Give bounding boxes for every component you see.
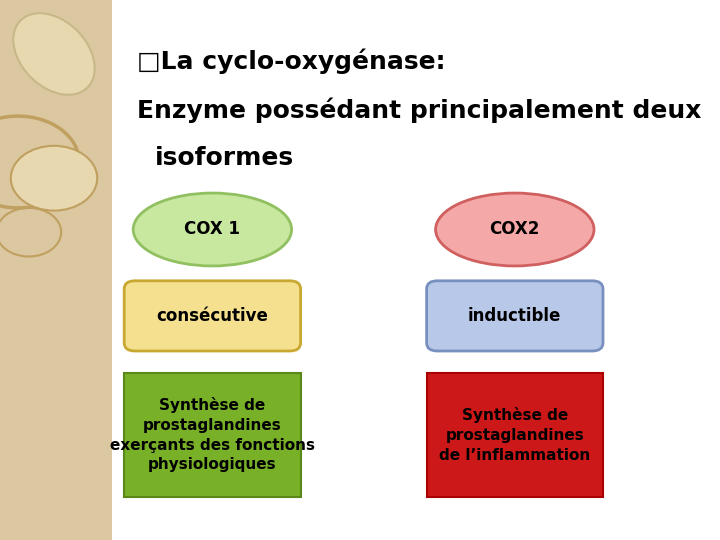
Ellipse shape — [13, 13, 95, 95]
Text: Synthèse de
prostaglandines
exerçants des fonctions
physiologiques: Synthèse de prostaglandines exerçants de… — [110, 397, 315, 472]
FancyBboxPatch shape — [426, 281, 603, 351]
FancyBboxPatch shape — [124, 281, 301, 351]
Text: Enzyme possédant principalement deux: Enzyme possédant principalement deux — [137, 97, 701, 123]
FancyBboxPatch shape — [124, 373, 301, 497]
Text: Synthèse de
prostaglandines
de l’inflammation: Synthèse de prostaglandines de l’inflamm… — [439, 407, 590, 462]
Text: □La cyclo-oxygénase:: □La cyclo-oxygénase: — [137, 49, 445, 74]
FancyBboxPatch shape — [426, 373, 603, 497]
FancyBboxPatch shape — [0, 0, 112, 540]
Text: COX2: COX2 — [490, 220, 540, 239]
Text: inductible: inductible — [468, 307, 562, 325]
Text: isoformes: isoformes — [155, 146, 294, 170]
Circle shape — [11, 146, 97, 211]
Ellipse shape — [133, 193, 292, 266]
Ellipse shape — [436, 193, 594, 266]
Text: consécutive: consécutive — [156, 307, 269, 325]
Text: COX 1: COX 1 — [184, 220, 240, 239]
